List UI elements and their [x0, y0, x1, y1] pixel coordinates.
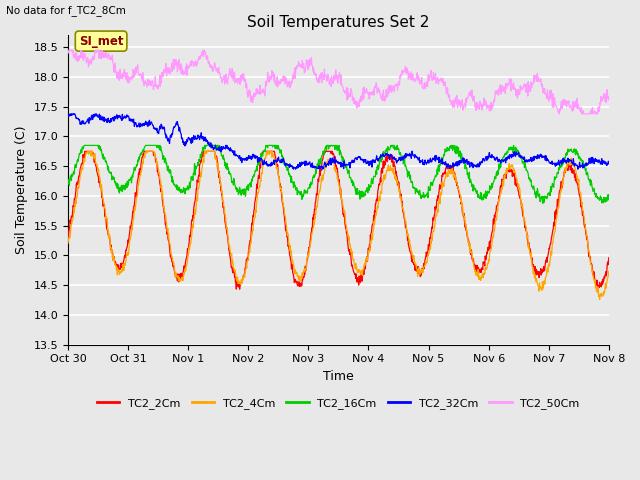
Text: No data for f_TC2_8Cm: No data for f_TC2_8Cm [6, 5, 126, 16]
Y-axis label: Soil Temperature (C): Soil Temperature (C) [15, 126, 28, 254]
Title: Soil Temperatures Set 2: Soil Temperatures Set 2 [247, 15, 429, 30]
Legend: TC2_2Cm, TC2_4Cm, TC2_16Cm, TC2_32Cm, TC2_50Cm: TC2_2Cm, TC2_4Cm, TC2_16Cm, TC2_32Cm, TC… [93, 394, 584, 413]
Text: SI_met: SI_met [79, 35, 124, 48]
X-axis label: Time: Time [323, 370, 354, 383]
